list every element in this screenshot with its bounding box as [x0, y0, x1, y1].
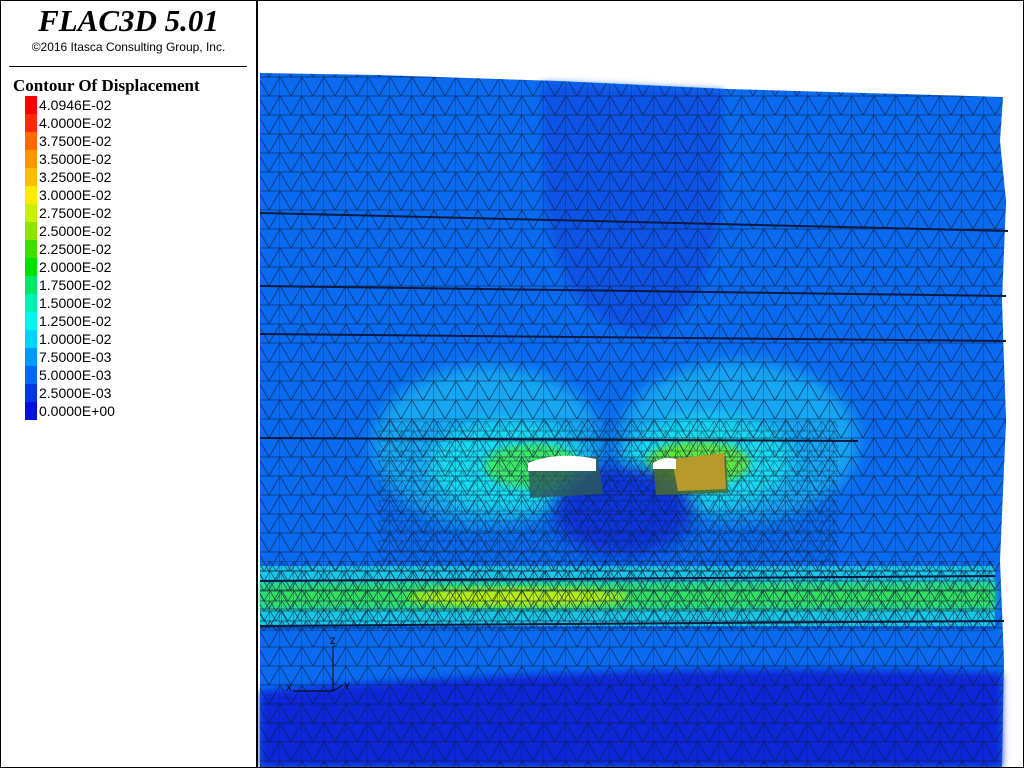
copyright-text: ©2016 Itasca Consulting Group, Inc.	[31, 40, 226, 54]
axis-label-z: Z	[330, 636, 336, 646]
legend-panel: FLAC3D 5.01 ©2016 Itasca Consulting Grou…	[1, 1, 258, 767]
legend-swatch	[25, 276, 37, 294]
legend-swatch	[25, 114, 37, 132]
legend-label: 1.0000E-02	[39, 331, 112, 347]
mesh-lines-refined	[378, 421, 838, 581]
legend-label: 4.0000E-02	[39, 115, 112, 131]
legend-label: 3.5000E-02	[39, 151, 112, 167]
legend-label: 3.2500E-02	[39, 169, 112, 185]
legend-label: 1.7500E-02	[39, 277, 112, 293]
mesh-lines	[260, 73, 1006, 767]
legend-swatch	[25, 204, 37, 222]
app-title: FLAC3D 5.01	[38, 3, 219, 38]
axis-triad	[293, 646, 344, 692]
axis-label-x: X	[286, 683, 292, 693]
legend-swatch	[25, 348, 37, 366]
legend-swatch	[25, 384, 37, 402]
legend-swatch	[25, 240, 37, 258]
panel-divider	[9, 66, 247, 67]
legend-label: 2.2500E-02	[39, 241, 112, 257]
mesh-lines-band	[260, 561, 995, 631]
legend-label: 2.5000E-02	[39, 223, 112, 239]
legend-swatch	[25, 366, 37, 384]
roadway-left[interactable]	[528, 455, 603, 498]
legend-swatch	[25, 402, 37, 420]
legend-swatch	[25, 294, 37, 312]
legend-swatch	[25, 132, 37, 150]
legend-label: 7.5000E-03	[39, 349, 112, 365]
legend-label: 1.5000E-02	[39, 295, 112, 311]
legend-swatch	[25, 96, 37, 114]
legend-swatch	[25, 168, 37, 186]
strata-lines	[259, 212, 1009, 627]
legend-label: 2.0000E-02	[39, 259, 112, 275]
legend-label: 2.7500E-02	[39, 205, 112, 221]
legend-title: Contour Of Displacement	[13, 76, 200, 95]
model-body[interactable]: X Y Z	[259, 73, 1009, 767]
legend-label: 2.5000E-03	[39, 385, 112, 401]
roadway-right[interactable]	[653, 453, 728, 495]
legend-label: 5.0000E-03	[39, 367, 112, 383]
displacement-contour-plot[interactable]: X Y Z	[258, 1, 1023, 767]
legend-label: 1.2500E-02	[39, 313, 112, 329]
legend-label: 3.0000E-02	[39, 187, 112, 203]
legend-swatch	[25, 312, 37, 330]
model-viewport[interactable]: X Y Z	[258, 1, 1023, 767]
legend-swatch	[25, 258, 37, 276]
axis-label-y: Y	[344, 681, 350, 691]
legend-label: 0.0000E+00	[39, 403, 115, 419]
legend-swatch	[25, 222, 37, 240]
legend-label: 4.0946E-02	[39, 97, 112, 113]
legend-swatch	[25, 186, 37, 204]
legend-label: 3.7500E-02	[39, 133, 112, 149]
legend-swatch	[25, 330, 37, 348]
legend-swatch	[25, 150, 37, 168]
